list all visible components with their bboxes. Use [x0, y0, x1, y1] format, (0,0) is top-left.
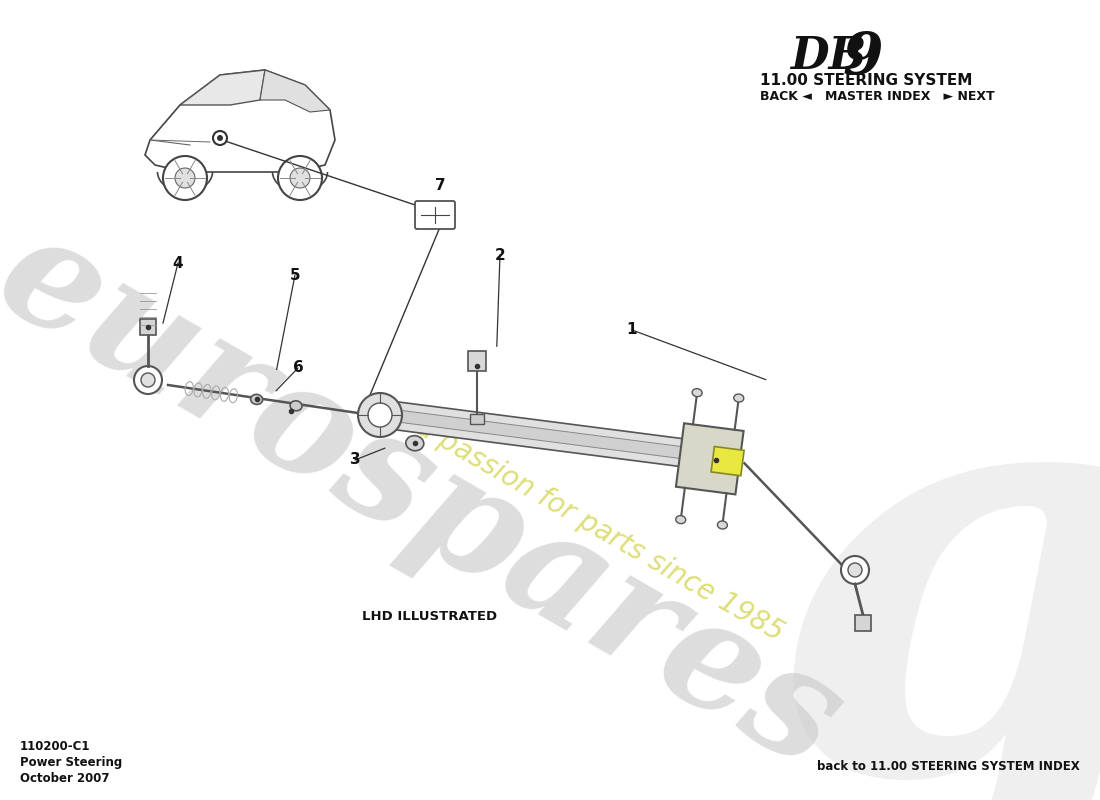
Ellipse shape [675, 516, 685, 524]
Text: October 2007: October 2007 [20, 772, 110, 785]
Circle shape [141, 373, 155, 387]
Circle shape [368, 403, 392, 427]
Text: 1: 1 [627, 322, 637, 338]
Bar [855, 615, 871, 631]
Polygon shape [145, 70, 336, 172]
Circle shape [358, 393, 402, 437]
Text: 4: 4 [173, 255, 184, 270]
Text: DB: DB [790, 35, 867, 78]
Polygon shape [388, 401, 702, 469]
Text: g: g [766, 338, 1100, 800]
Polygon shape [711, 446, 744, 476]
Text: BACK ◄   MASTER INDEX   ► NEXT: BACK ◄ MASTER INDEX ► NEXT [760, 90, 994, 103]
Circle shape [217, 135, 223, 141]
Polygon shape [389, 409, 701, 461]
Text: 11.00 STEERING SYSTEM: 11.00 STEERING SYSTEM [760, 73, 972, 88]
Text: 6: 6 [293, 361, 304, 375]
Text: back to 11.00 STEERING SYSTEM INDEX: back to 11.00 STEERING SYSTEM INDEX [817, 760, 1080, 773]
Polygon shape [180, 70, 265, 105]
Bar [468, 351, 486, 371]
Text: 9: 9 [843, 30, 883, 86]
Text: 5: 5 [289, 267, 300, 282]
Ellipse shape [406, 436, 424, 450]
Ellipse shape [734, 394, 744, 402]
Circle shape [848, 563, 862, 577]
Circle shape [278, 156, 322, 200]
Bar [470, 414, 484, 424]
Ellipse shape [251, 394, 263, 405]
Circle shape [175, 168, 195, 188]
Bar [140, 319, 156, 335]
Circle shape [842, 556, 869, 584]
Circle shape [290, 168, 310, 188]
Text: LHD ILLUSTRATED: LHD ILLUSTRATED [362, 610, 497, 623]
Polygon shape [675, 423, 744, 494]
Circle shape [213, 131, 227, 145]
Text: Power Steering: Power Steering [20, 756, 122, 769]
Ellipse shape [717, 521, 727, 529]
Ellipse shape [692, 389, 702, 397]
Text: 3: 3 [350, 453, 361, 467]
Text: 2: 2 [495, 247, 505, 262]
Circle shape [163, 156, 207, 200]
Ellipse shape [290, 401, 303, 411]
Text: eurospares: eurospares [0, 199, 867, 800]
Text: 7: 7 [434, 178, 446, 193]
Circle shape [134, 366, 162, 394]
FancyBboxPatch shape [415, 201, 455, 229]
Text: 110200-C1: 110200-C1 [20, 740, 90, 753]
Text: a passion for parts since 1985: a passion for parts since 1985 [411, 413, 789, 647]
Polygon shape [260, 70, 330, 112]
